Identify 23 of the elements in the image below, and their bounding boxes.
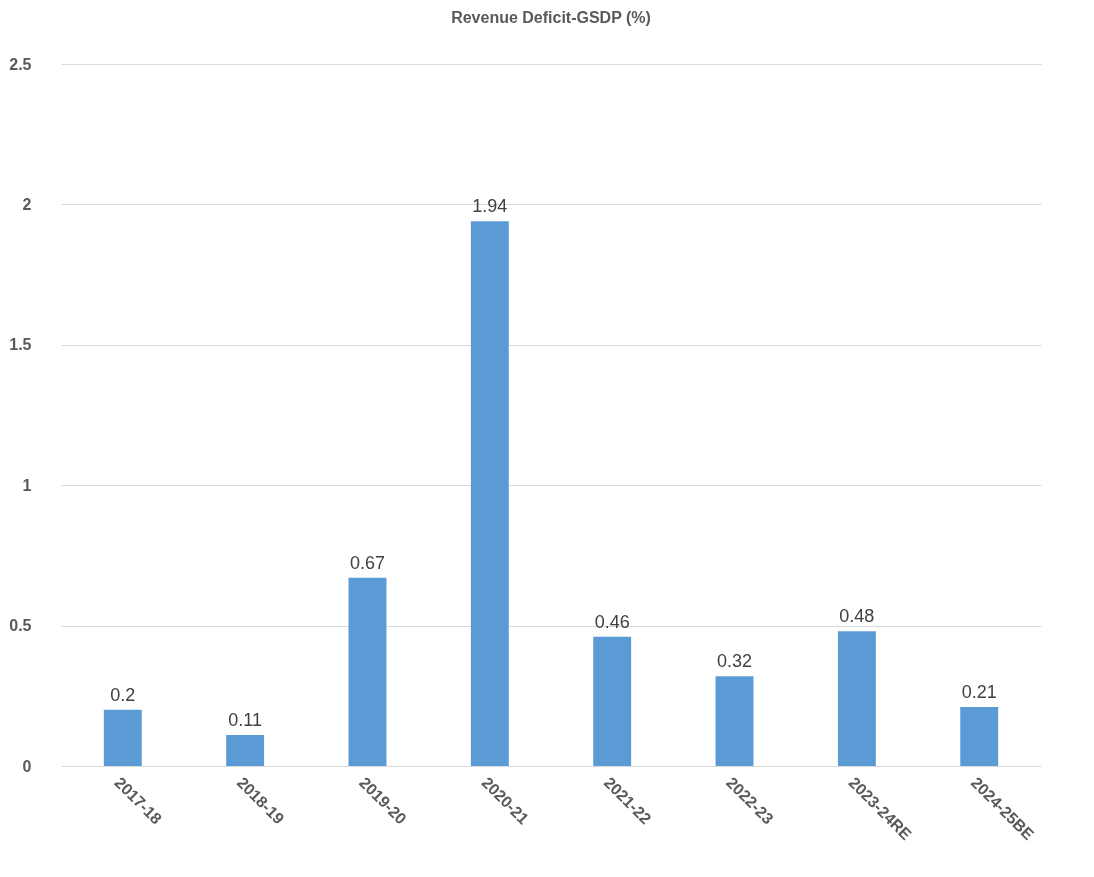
bar bbox=[837, 631, 876, 766]
y-tick-label: 1 bbox=[22, 476, 32, 494]
data-label: 0.67 bbox=[349, 552, 385, 573]
bar bbox=[715, 676, 754, 766]
bar bbox=[960, 707, 999, 766]
data-label: 0.46 bbox=[594, 611, 630, 632]
y-tick-label: 2 bbox=[22, 195, 32, 213]
bar bbox=[226, 735, 265, 766]
chart-title: Revenue Deficit-GSDP (%) bbox=[451, 9, 651, 26]
y-tick-label: 0 bbox=[22, 757, 32, 775]
y-tick-label: 0.5 bbox=[9, 617, 32, 635]
data-label: 0.11 bbox=[228, 710, 262, 731]
bar bbox=[103, 709, 142, 766]
bar bbox=[348, 577, 387, 766]
data-label: 0.32 bbox=[717, 651, 753, 672]
bar bbox=[593, 636, 632, 766]
y-tick-label: 2.5 bbox=[9, 55, 32, 73]
data-label: 1.94 bbox=[472, 196, 508, 217]
data-label: 0.21 bbox=[961, 682, 997, 703]
data-label: 0.48 bbox=[839, 606, 875, 627]
data-label: 0.2 bbox=[110, 684, 136, 705]
bar bbox=[470, 221, 509, 766]
y-tick-label: 1.5 bbox=[9, 336, 32, 354]
